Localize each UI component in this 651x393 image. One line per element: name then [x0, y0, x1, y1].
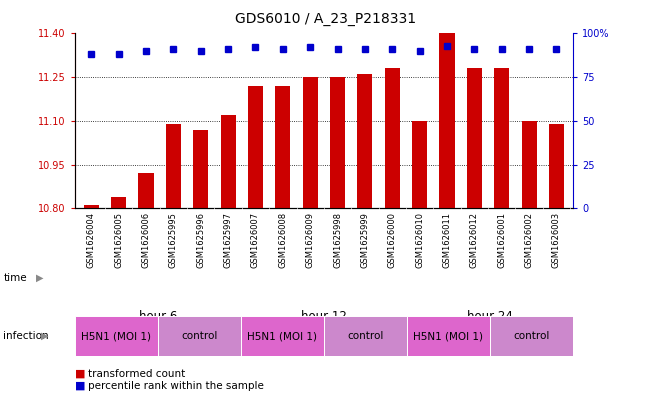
Bar: [166, 124, 181, 208]
Bar: [241, 316, 324, 356]
Text: GSM1626009: GSM1626009: [306, 212, 314, 268]
Text: GSM1626007: GSM1626007: [251, 212, 260, 268]
Text: GSM1626001: GSM1626001: [497, 212, 506, 268]
Text: GSM1625999: GSM1625999: [361, 212, 369, 268]
Bar: [84, 206, 99, 208]
Bar: [139, 173, 154, 208]
Text: time: time: [3, 273, 27, 283]
Bar: [275, 86, 290, 208]
Bar: [439, 33, 454, 208]
Text: GSM1626006: GSM1626006: [141, 212, 150, 268]
Text: ▶: ▶: [41, 331, 49, 341]
Text: GSM1626010: GSM1626010: [415, 212, 424, 268]
Text: GSM1625998: GSM1625998: [333, 212, 342, 268]
Text: hour 12: hour 12: [301, 310, 347, 323]
Bar: [467, 68, 482, 208]
Bar: [111, 196, 126, 208]
Bar: [303, 77, 318, 208]
Bar: [193, 130, 208, 208]
Text: H5N1 (MOI 1): H5N1 (MOI 1): [81, 331, 152, 341]
Text: GSM1626005: GSM1626005: [114, 212, 123, 268]
Bar: [158, 316, 241, 356]
Bar: [412, 121, 427, 208]
Text: infection: infection: [3, 331, 49, 341]
Text: transformed count: transformed count: [88, 369, 185, 379]
Bar: [221, 115, 236, 208]
Text: GSM1626008: GSM1626008: [279, 212, 287, 268]
Text: control: control: [347, 331, 383, 341]
Text: GSM1626000: GSM1626000: [388, 212, 396, 268]
Bar: [324, 316, 407, 356]
Bar: [490, 316, 573, 356]
Bar: [385, 68, 400, 208]
Text: hour 24: hour 24: [467, 310, 513, 323]
Text: H5N1 (MOI 1): H5N1 (MOI 1): [413, 331, 484, 341]
Bar: [494, 68, 509, 208]
Text: GDS6010 / A_23_P218331: GDS6010 / A_23_P218331: [235, 12, 416, 26]
Text: H5N1 (MOI 1): H5N1 (MOI 1): [247, 331, 318, 341]
Text: ▶: ▶: [36, 273, 44, 283]
Text: control: control: [513, 331, 549, 341]
Text: GSM1626004: GSM1626004: [87, 212, 96, 268]
Text: GSM1626011: GSM1626011: [443, 212, 452, 268]
Bar: [407, 316, 490, 356]
Bar: [357, 74, 372, 208]
Text: GSM1625995: GSM1625995: [169, 212, 178, 268]
Text: hour 6: hour 6: [139, 310, 177, 323]
Text: GSM1625996: GSM1625996: [196, 212, 205, 268]
Bar: [330, 77, 345, 208]
Bar: [549, 124, 564, 208]
Text: percentile rank within the sample: percentile rank within the sample: [88, 381, 264, 391]
Text: GSM1626012: GSM1626012: [470, 212, 479, 268]
Text: control: control: [181, 331, 217, 341]
Text: ■: ■: [75, 381, 85, 391]
Text: ■: ■: [75, 369, 85, 379]
Bar: [248, 86, 263, 208]
Text: GSM1626003: GSM1626003: [552, 212, 561, 268]
Text: GSM1625997: GSM1625997: [223, 212, 232, 268]
Bar: [521, 121, 536, 208]
Text: GSM1626002: GSM1626002: [525, 212, 534, 268]
Bar: [75, 316, 158, 356]
